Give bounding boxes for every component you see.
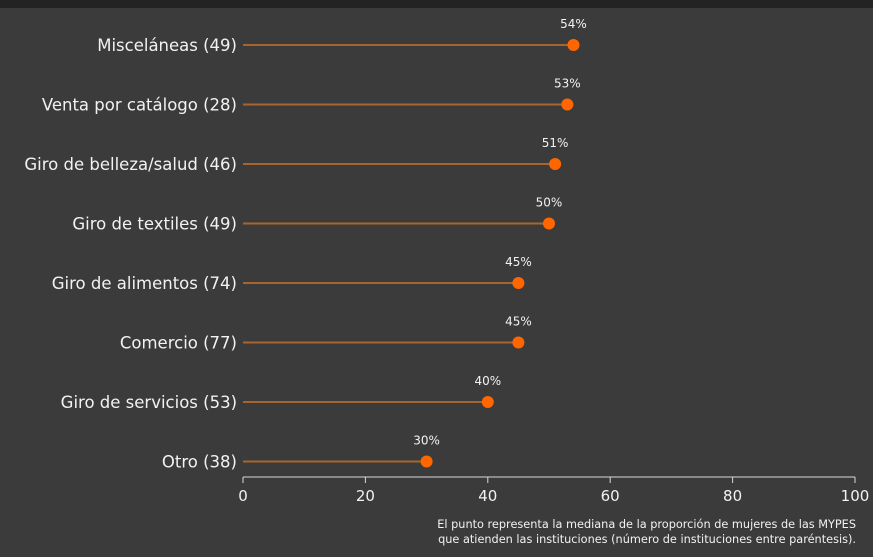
value-label: 40% (474, 374, 501, 388)
value-label: 30% (413, 434, 440, 448)
category-label: Giro de textiles (49) (72, 215, 237, 234)
lollipop-dot (420, 455, 433, 468)
chart-marks: Misceláneas (49) 54% Venta por catálogo (2… (24, 17, 586, 472)
value-label: 45% (505, 255, 532, 269)
chart-note-line-1: El punto representa la mediana de la pro… (437, 518, 856, 531)
lollipop-dot (512, 277, 525, 289)
value-label: 53% (554, 77, 581, 91)
x-axis-ticks: 0 20 40 60 80 100 (238, 477, 869, 505)
lollipop-dot (543, 217, 555, 230)
value-label: 45% (505, 315, 532, 329)
category-label: Venta por catálogo (28) (42, 96, 237, 115)
lollipop-dot (512, 336, 525, 349)
category-label: Giro de servicios (53) (61, 393, 237, 412)
category-label: Comercio (77) (120, 334, 237, 353)
chart-row: Misceláneas (49) 54% (97, 17, 587, 55)
lollipop-dot (481, 396, 494, 408)
lollipop-dot (561, 98, 574, 111)
category-label: Giro de belleza/salud (46) (24, 155, 237, 174)
chart-row: Giro de servicios (53) 40% (61, 374, 501, 412)
x-tick-label: 0 (238, 487, 248, 505)
x-tick-label: 80 (723, 487, 742, 505)
category-label: Giro de alimentos (74) (52, 274, 237, 293)
chart-row: Venta por catálogo (28) 53% (42, 77, 581, 115)
x-tick-label: 60 (601, 487, 620, 505)
category-label: Misceláneas (49) (97, 36, 237, 55)
value-label: 50% (536, 196, 563, 210)
chart-row: Giro de textiles (49) 50% (72, 196, 562, 234)
value-label: 51% (542, 136, 569, 150)
lollipop-dot (567, 39, 580, 51)
chart-row: Giro de belleza/salud (46) 51% (24, 136, 568, 174)
chart-row: Giro de alimentos (74) 45% (52, 255, 532, 293)
x-tick-label: 100 (841, 487, 870, 505)
chart-note-line-2: que atienden las instituciones (número d… (438, 533, 856, 546)
x-tick-label: 40 (478, 487, 497, 505)
top-bar (0, 0, 873, 8)
chart-row: Otro (38) 30% (162, 434, 440, 472)
chart-row: Comercio (77) 45% (120, 315, 532, 353)
lollipop-dot (549, 158, 562, 170)
category-label: Otro (38) (162, 453, 237, 472)
value-label: 54% (560, 17, 587, 31)
x-tick-label: 20 (356, 487, 375, 505)
